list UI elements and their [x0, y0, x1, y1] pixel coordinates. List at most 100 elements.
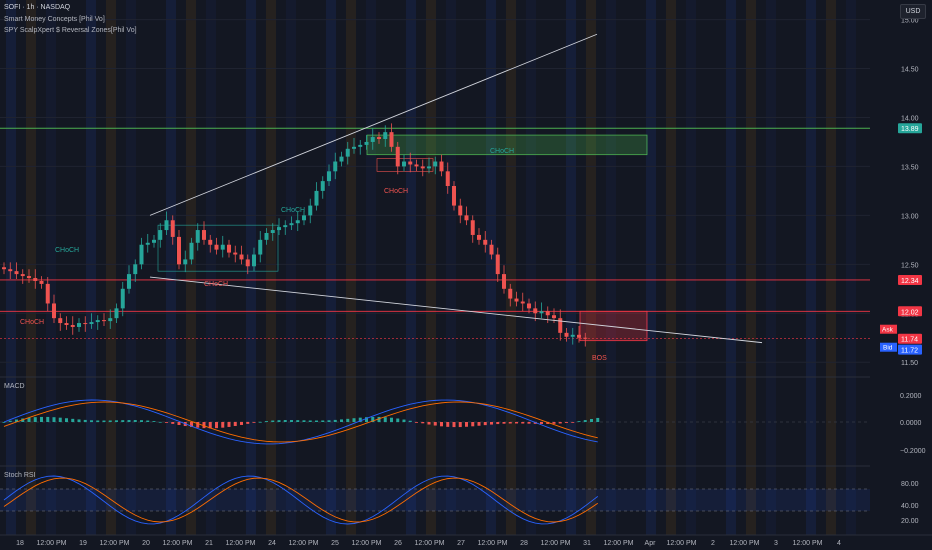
- price-tick-label: 11.50: [901, 360, 918, 367]
- session-band: [366, 0, 376, 535]
- indicator-smc-label[interactable]: Smart Money Concepts [Phil Vo]: [4, 16, 105, 23]
- macd-histogram-bar: [558, 422, 562, 424]
- session-band: [246, 0, 256, 535]
- currency-button[interactable]: USD: [900, 4, 926, 19]
- candle-body: [177, 236, 181, 265]
- session-band: [346, 0, 356, 535]
- stoch-d-line: [3, 477, 599, 523]
- macd-histogram-bar: [71, 418, 75, 422]
- ask-tag: [880, 324, 897, 334]
- annotation-label: CHoCH: [204, 281, 228, 288]
- time-tick-label: 25: [331, 540, 339, 547]
- lower-wedge-line: [149, 276, 763, 344]
- macd-histogram-bar: [240, 422, 243, 425]
- time-tick-label: 21: [205, 540, 213, 547]
- macd-histogram-bar: [115, 420, 118, 422]
- candle-body: [370, 137, 375, 142]
- candle-body: [577, 334, 581, 338]
- candle-body: [202, 230, 206, 240]
- time-tick-label: Apr: [645, 540, 657, 547]
- macd-histogram-bar: [83, 419, 87, 422]
- macd-histogram-bar: [208, 422, 212, 429]
- candle-body: [402, 161, 406, 167]
- time-tick-label: 26: [394, 540, 402, 547]
- candle-body: [227, 244, 231, 253]
- candle-body: [133, 264, 138, 275]
- session-band: [66, 0, 76, 535]
- candle-body: [95, 320, 100, 323]
- price-tick-label: 13.50: [901, 164, 919, 171]
- macd-histogram-bar: [446, 422, 450, 427]
- price-axis[interactable]: 15.0014.5014.0013.5013.0012.5012.0011.50…: [870, 0, 932, 535]
- candle-body: [339, 156, 344, 162]
- ask-label: Ask: [882, 327, 894, 334]
- candle-body: [352, 146, 356, 149]
- macd-histogram-bar: [352, 418, 356, 422]
- candle-body: [33, 278, 38, 281]
- time-axis[interactable]: 18 12:00 PM 19 12:00 PM 20 12:00 PM 21 12:00 PM…: [0, 534, 932, 547]
- macd-histogram-bar: [296, 420, 300, 422]
- time-tick-label: 12:00 PM: [352, 540, 382, 547]
- price-axis-bg: [870, 0, 932, 535]
- price-badge-label: 11.72: [901, 348, 918, 355]
- session-band: [606, 0, 616, 535]
- macd-signal-line: [3, 401, 598, 443]
- internal-structure-box: [157, 224, 279, 272]
- time-tick-label: 12:00 PM: [604, 540, 634, 547]
- session-band: [426, 0, 436, 535]
- candle-body: [289, 223, 294, 226]
- candle-body: [427, 166, 431, 169]
- macd-histogram-bar: [452, 422, 456, 428]
- time-tick-label: 19: [79, 540, 87, 547]
- macd-histogram-bar: [140, 420, 143, 422]
- time-tick-label: 18: [16, 540, 24, 547]
- candle-body: [14, 271, 19, 275]
- candle-body: [558, 318, 563, 333]
- macd-tick-label: 0.0000: [900, 420, 922, 427]
- macd-histogram-bar: [283, 420, 287, 422]
- indicator-reversal-zones-label[interactable]: SPY ScalpXpert $ Reversal Zones[Phil Vo]: [4, 27, 137, 34]
- macd-histogram-bar: [215, 422, 218, 429]
- macd-pane-label[interactable]: MACD: [4, 383, 25, 390]
- macd-histogram-bar: [421, 422, 425, 424]
- macd-histogram-bar: [515, 422, 518, 424]
- candle-body: [145, 242, 150, 245]
- session-band: [826, 0, 836, 535]
- time-tick-label: 12:00 PM: [541, 540, 571, 547]
- price-badge: [898, 306, 922, 317]
- annotation-label: CHoCH: [490, 148, 514, 155]
- candle-body: [64, 323, 69, 326]
- macd-histogram-bar: [440, 422, 443, 427]
- candle-body: [458, 205, 463, 216]
- macd-histogram-bar: [596, 417, 600, 422]
- price-badge: [898, 344, 922, 355]
- session-band: [626, 0, 636, 535]
- macd-tick-label: 0.2000: [900, 393, 922, 400]
- macd-histogram-bar: [127, 420, 131, 422]
- macd-histogram-bar: [252, 422, 256, 423]
- demand-zone: [579, 310, 648, 342]
- macd-pane: [0, 376, 870, 445]
- stoch-k-line: [3, 475, 599, 525]
- candle-body: [39, 280, 44, 284]
- candle-body: [389, 132, 394, 147]
- candle-body: [277, 227, 281, 231]
- macd-histogram-bar: [315, 420, 318, 422]
- time-tick-label: 4: [837, 540, 841, 547]
- macd-histogram-bar: [427, 422, 431, 425]
- session-band: [706, 0, 716, 535]
- time-tick-label: 12:00 PM: [289, 540, 319, 547]
- candle-body: [127, 274, 131, 289]
- candle-body: [320, 181, 325, 191]
- macd-histogram-bar: [477, 422, 481, 426]
- macd-histogram-bar: [96, 420, 100, 422]
- candle-body: [27, 276, 31, 279]
- stoch-rsi-pane-label[interactable]: Stoch RSI: [4, 472, 36, 479]
- stoch-rsi-pane: [0, 465, 870, 525]
- macd-histogram-bar: [65, 418, 68, 422]
- candle-body: [364, 141, 369, 145]
- candle-body: [495, 254, 500, 275]
- candle-body: [158, 230, 163, 240]
- candle-body: [233, 252, 238, 255]
